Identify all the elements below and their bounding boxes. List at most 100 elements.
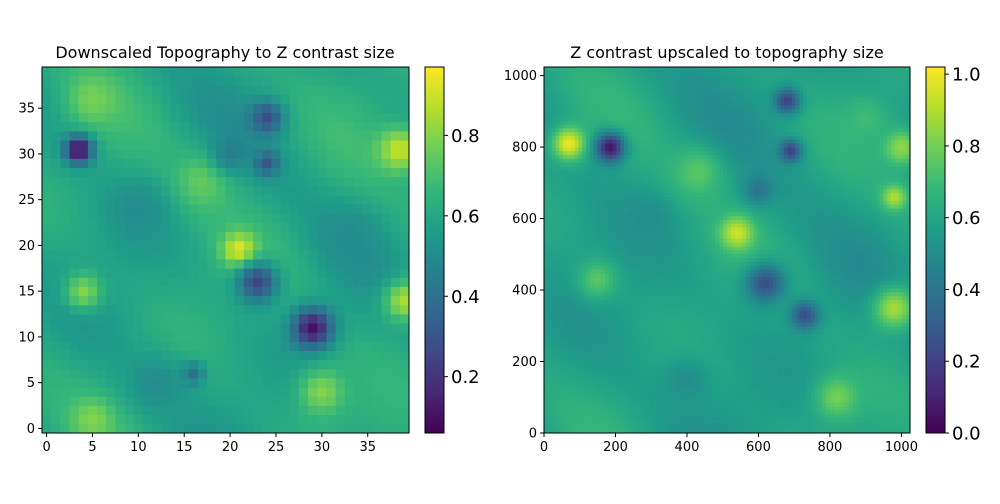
heatmap-cell bbox=[750, 387, 754, 391]
heatmap-cell bbox=[624, 391, 628, 395]
heatmap-cell bbox=[727, 410, 731, 414]
heatmap-cell bbox=[253, 406, 263, 416]
heatmap-cell bbox=[811, 345, 815, 349]
heatmap-cell bbox=[704, 330, 708, 334]
heatmap-cell bbox=[226, 369, 236, 379]
y-tick-label: 15 bbox=[18, 285, 35, 300]
heatmap-cell bbox=[555, 364, 559, 368]
heatmap-cell bbox=[826, 406, 830, 410]
heatmap-cell bbox=[281, 369, 291, 379]
heatmap-cell bbox=[784, 330, 788, 334]
heatmap-cell bbox=[624, 418, 628, 422]
heatmap-cell bbox=[731, 422, 735, 426]
heatmap-cell bbox=[746, 307, 750, 311]
heatmap-cell bbox=[719, 406, 723, 410]
heatmap-cell bbox=[830, 418, 834, 422]
heatmap-cell bbox=[271, 342, 281, 352]
heatmap-cell bbox=[571, 414, 575, 418]
heatmap-cell bbox=[97, 378, 107, 388]
heatmap-cell bbox=[308, 94, 318, 104]
heatmap-cell bbox=[662, 319, 666, 323]
heatmap-cell bbox=[651, 326, 655, 330]
heatmap-cell bbox=[563, 338, 567, 342]
heatmap-cell bbox=[216, 177, 226, 187]
heatmap-cell bbox=[575, 410, 579, 414]
heatmap-cell bbox=[290, 415, 300, 425]
heatmap-cell bbox=[226, 76, 236, 86]
heatmap-cell bbox=[758, 383, 762, 387]
heatmap-cell bbox=[548, 380, 552, 384]
heatmap-cell bbox=[152, 122, 162, 131]
heatmap-cell bbox=[712, 383, 716, 387]
heatmap-cell bbox=[864, 342, 868, 346]
heatmap-cell bbox=[597, 311, 601, 315]
heatmap-cell bbox=[161, 387, 171, 397]
heatmap-cell bbox=[731, 391, 735, 395]
heatmap-cell bbox=[777, 345, 781, 349]
heatmap-cell bbox=[189, 360, 199, 370]
heatmap-cell bbox=[838, 322, 842, 326]
heatmap-cell bbox=[834, 307, 838, 311]
heatmap-cell bbox=[689, 425, 693, 429]
heatmap-cell bbox=[253, 396, 263, 406]
heatmap-cell bbox=[575, 334, 579, 338]
heatmap-cell bbox=[860, 406, 864, 410]
heatmap-cell bbox=[670, 418, 674, 422]
heatmap-cell bbox=[838, 425, 842, 429]
heatmap-cell bbox=[689, 353, 693, 357]
heatmap-cell bbox=[143, 195, 153, 205]
heatmap-cell bbox=[628, 418, 632, 422]
heatmap-cell bbox=[674, 383, 678, 387]
heatmap-cell bbox=[381, 104, 391, 114]
heatmap-cell bbox=[853, 368, 857, 372]
heatmap-cell bbox=[180, 140, 190, 150]
heatmap-cell bbox=[746, 425, 750, 429]
heatmap-cell bbox=[161, 131, 171, 141]
heatmap-cell bbox=[708, 418, 712, 422]
heatmap-cell bbox=[548, 334, 552, 338]
heatmap-cell bbox=[799, 357, 803, 361]
heatmap-cell bbox=[742, 345, 746, 349]
heatmap-cell bbox=[563, 418, 567, 422]
heatmap-cell bbox=[125, 277, 135, 287]
heatmap-cell bbox=[601, 361, 605, 365]
heatmap-cell bbox=[681, 368, 685, 372]
heatmap-cell bbox=[636, 357, 640, 361]
heatmap-cell bbox=[152, 241, 162, 251]
heatmap-cell bbox=[170, 277, 180, 287]
heatmap-cell bbox=[571, 345, 575, 349]
heatmap-cell bbox=[700, 422, 704, 426]
heatmap-cell bbox=[391, 268, 401, 278]
heatmap-cell bbox=[106, 149, 116, 159]
heatmap-cell bbox=[299, 104, 309, 114]
heatmap-cell bbox=[345, 195, 355, 205]
heatmap-cell bbox=[697, 349, 701, 353]
heatmap-cell bbox=[784, 414, 788, 418]
heatmap-cell bbox=[578, 403, 582, 407]
heatmap-cell bbox=[326, 305, 336, 315]
heatmap-cell bbox=[198, 369, 208, 379]
heatmap-cell bbox=[271, 396, 281, 406]
heatmap-cell bbox=[697, 391, 701, 395]
heatmap-cell bbox=[822, 376, 826, 380]
heatmap-cell bbox=[198, 396, 208, 406]
heatmap-cell bbox=[97, 332, 107, 342]
heatmap-cell bbox=[681, 345, 685, 349]
heatmap-cell bbox=[834, 414, 838, 418]
heatmap-cell bbox=[670, 403, 674, 407]
heatmap-cell bbox=[876, 342, 880, 346]
heatmap-cell bbox=[704, 315, 708, 319]
heatmap-cell bbox=[170, 232, 180, 242]
heatmap-cell bbox=[662, 403, 666, 407]
heatmap-cell bbox=[742, 364, 746, 368]
heatmap-cell bbox=[609, 414, 613, 418]
heatmap-cell bbox=[784, 311, 788, 315]
heatmap-cell bbox=[326, 168, 336, 178]
heatmap-cell bbox=[563, 311, 567, 315]
heatmap-cell bbox=[372, 369, 382, 379]
heatmap-cell bbox=[609, 376, 613, 380]
heatmap-cell bbox=[575, 406, 579, 410]
heatmap-cell bbox=[616, 357, 620, 361]
heatmap-cell bbox=[780, 395, 784, 399]
heatmap-cell bbox=[750, 418, 754, 422]
